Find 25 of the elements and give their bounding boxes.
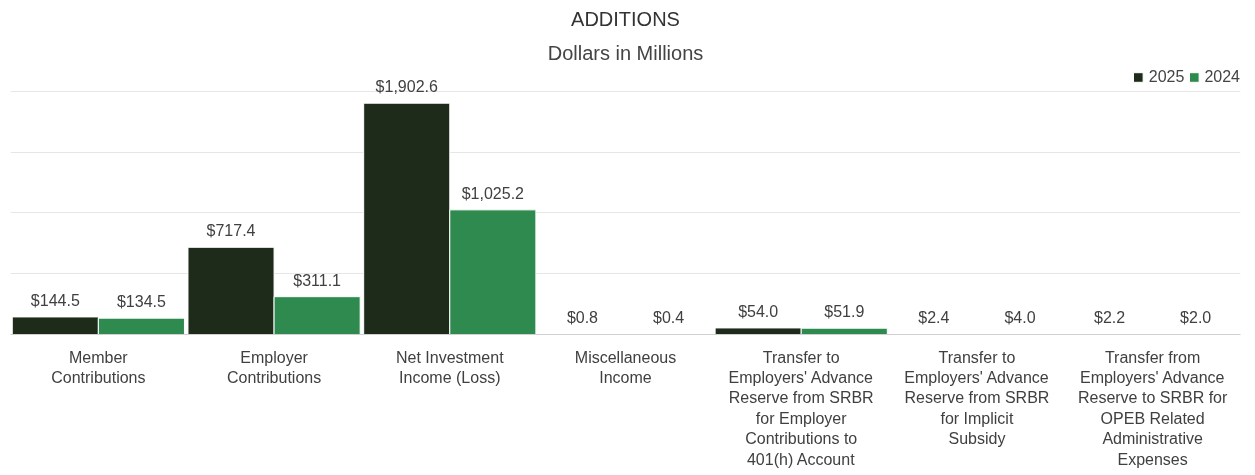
data-label: $311.1 xyxy=(293,271,342,289)
data-label: $2.2 xyxy=(1094,309,1126,327)
data-label: $54.0 xyxy=(738,302,779,320)
data-label: $2.4 xyxy=(918,309,950,327)
legend-label: 2025 xyxy=(1148,68,1185,86)
data-label: $717.4 xyxy=(206,222,256,240)
x-tick-label: Transfer to Employers' Advance Reserve from SRBR for Employer Contributions to 401(h) Account xyxy=(728,348,874,468)
x-tick-label: Net Investment Income (Loss) xyxy=(395,348,505,386)
data-label: $51.9 xyxy=(824,303,865,321)
x-tick-label: Transfer to Employers' Advance Reserve from SRBR for Implicit Subsidy xyxy=(904,348,1050,448)
data-label: $144.5 xyxy=(30,291,80,309)
data-label: $134.5 xyxy=(116,293,166,311)
x-tick-label: Miscellaneous Income xyxy=(574,348,677,386)
data-label: $2.0 xyxy=(1180,309,1212,327)
data-label: $4.0 xyxy=(1004,309,1036,327)
chart-title: ADDITIONS xyxy=(571,7,680,30)
data-label: $0.4 xyxy=(652,309,685,327)
chart-subtitle: Dollars in Millions xyxy=(547,41,704,64)
legend-label: 2024 xyxy=(1204,68,1240,86)
data-label: $0.8 xyxy=(566,309,599,327)
data-label: $1,025.2 xyxy=(461,184,525,202)
x-tick-label: Member Contributions xyxy=(51,348,146,386)
data-label: $1,902.6 xyxy=(375,78,438,96)
x-tick-label: Employer Contributions xyxy=(226,348,322,386)
x-tick-label: Transfer from Employers' Advance Reserve to SRBR for OPEB Related Administrative Expenses xyxy=(1077,348,1229,468)
